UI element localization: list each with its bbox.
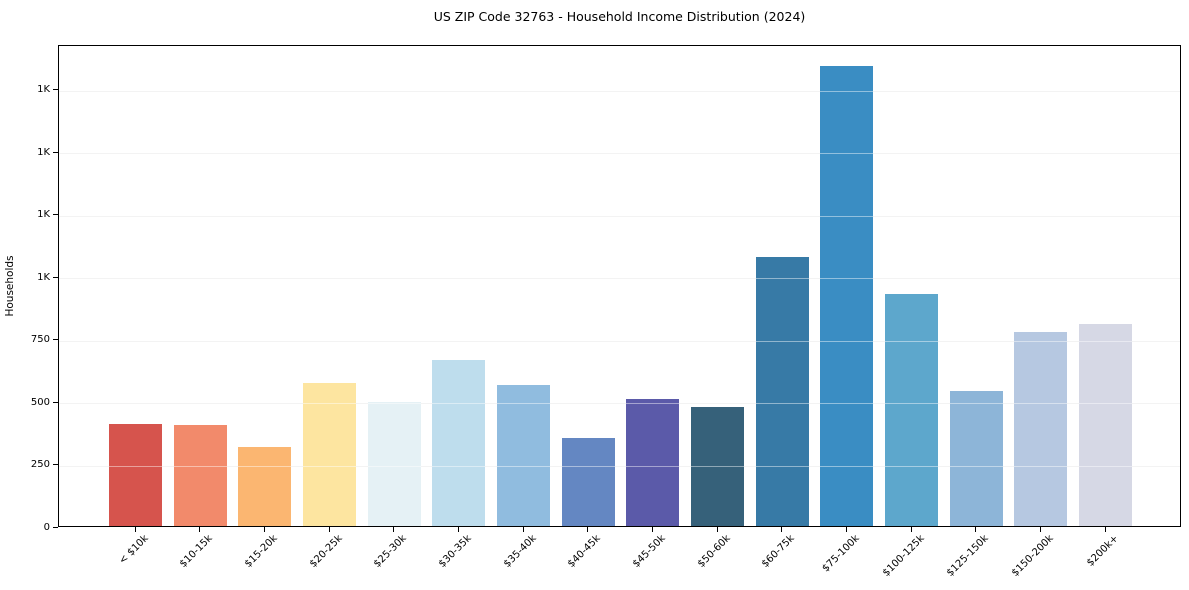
gridline-overlay [59, 465, 1180, 467]
gridline-overlay [59, 90, 1180, 92]
bar-$75-100k [820, 66, 874, 526]
y-tick-mark [53, 401, 58, 403]
x-tick-mark [587, 527, 589, 532]
x-tick-mark [845, 527, 847, 532]
bar-$35-40k [497, 385, 550, 526]
y-tick-mark [53, 276, 58, 278]
y-tick-mark [53, 151, 58, 153]
y-tick-mark [53, 214, 58, 216]
gridline [59, 153, 1180, 155]
y-tick-mark [53, 89, 58, 91]
bar-$200k+ [1079, 324, 1132, 526]
x-tick-mark [457, 527, 459, 532]
y-tick-mark [53, 464, 58, 466]
bar-$100-125k [885, 293, 938, 526]
gridline [59, 90, 1180, 92]
x-tick-mark [651, 527, 653, 532]
x-tick-mark [716, 527, 718, 532]
bar-$150-200k [1014, 331, 1068, 526]
gridline-overlay [59, 215, 1180, 217]
y-tick-label: 1K [37, 209, 50, 221]
bar-$20-25k [303, 383, 356, 526]
x-tick-mark [263, 527, 265, 532]
x-tick-mark [1039, 527, 1041, 532]
gridline [59, 278, 1180, 280]
bar-$30-35k [432, 360, 486, 526]
x-tick-mark [199, 527, 201, 532]
gridline [59, 215, 1180, 217]
y-tick-label: 750 [30, 334, 50, 346]
y-tick-label: 1K [37, 84, 50, 96]
bar-$40-45k [561, 438, 615, 526]
y-tick-label: 1K [37, 146, 50, 158]
gridline-overlay [59, 278, 1180, 280]
gridline [59, 403, 1180, 405]
bar-$60-75k [755, 256, 809, 526]
gridline [59, 340, 1180, 342]
y-tick-mark [53, 526, 58, 528]
x-tick-mark [975, 527, 977, 532]
y-axis-label: Households [4, 255, 16, 317]
y-tick-mark [53, 339, 58, 341]
bar-$15-20k [238, 447, 292, 526]
bar-$125-150k [949, 391, 1003, 526]
bar-< $10k [109, 424, 162, 526]
plot-area [58, 45, 1181, 527]
y-tick-label: 500 [30, 396, 50, 408]
x-tick-mark [781, 527, 783, 532]
bar-$10-15k [173, 424, 227, 526]
x-tick-mark [1104, 527, 1106, 532]
bar-$25-30k [367, 401, 421, 526]
x-tick-mark [910, 527, 912, 532]
y-tick-label: 250 [30, 459, 50, 471]
gridline-overlay [59, 403, 1180, 405]
bar-$45-50k [626, 399, 680, 526]
x-tick-label: < $10k [116, 533, 151, 567]
x-tick-mark [522, 527, 524, 532]
chart-title: US ZIP Code 32763 - Household Income Dis… [433, 9, 806, 24]
x-tick-mark [328, 527, 330, 532]
x-tick-mark [134, 527, 136, 532]
bar-$50-60k [691, 407, 744, 526]
gridline [59, 465, 1180, 467]
y-tick-label: 1K [37, 271, 50, 283]
y-tick-label: 0 [43, 521, 50, 533]
x-tick-mark [393, 527, 395, 532]
gridline-overlay [59, 340, 1180, 342]
gridline-overlay [59, 153, 1180, 155]
